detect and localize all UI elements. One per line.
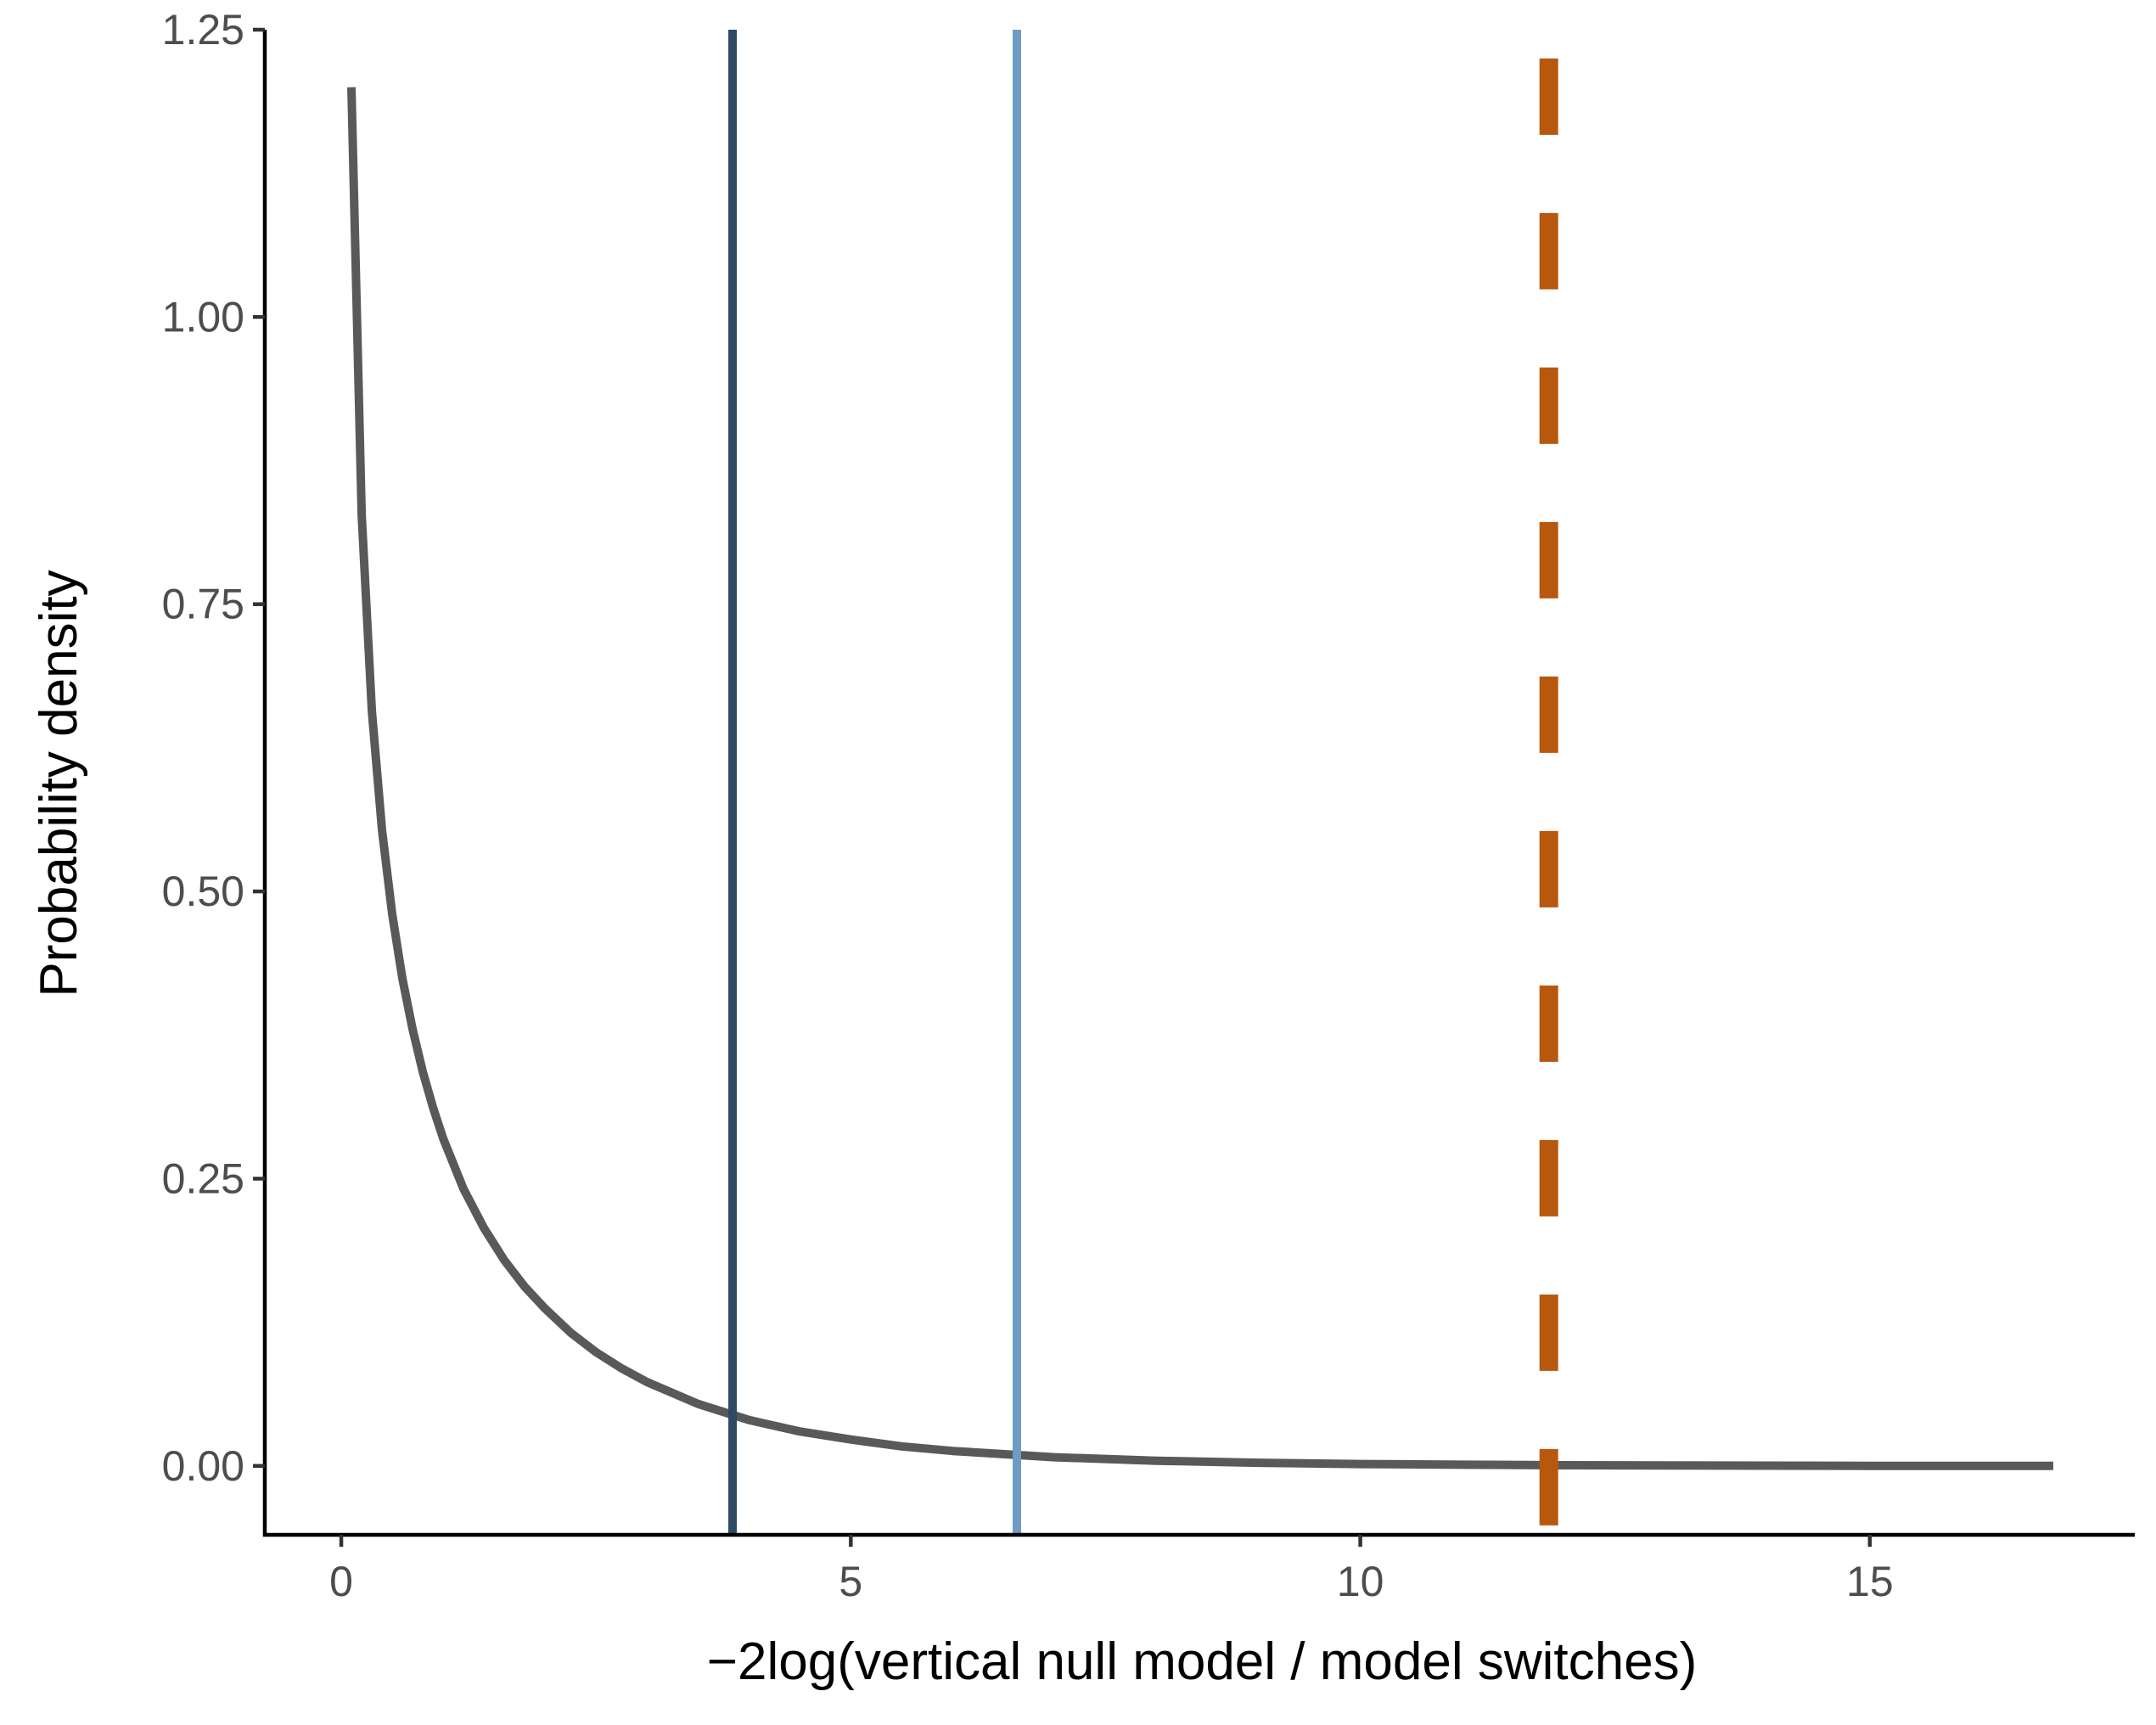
x-tick-label: 10 — [1337, 1558, 1384, 1605]
x-tick-label: 5 — [839, 1558, 862, 1605]
y-axis-title: Probability density — [30, 570, 88, 997]
plot-area — [347, 30, 2054, 1535]
axes: 0.00 0.25 0.50 0.75 1.00 1.25 0 5 10 15 — [162, 6, 2135, 1605]
y-tick-label: 0.25 — [162, 1155, 244, 1202]
y-axis-ticks: 0.00 0.25 0.50 0.75 1.00 1.25 — [162, 6, 265, 1490]
y-tick-label: 0.00 — [162, 1442, 244, 1490]
x-tick-label: 0 — [329, 1558, 353, 1605]
y-tick-label: 0.50 — [162, 868, 244, 915]
x-axis-title: −2log(vertical null model / model switch… — [707, 1632, 1697, 1691]
density-curve — [347, 87, 2054, 1470]
y-tick-label: 0.75 — [162, 581, 244, 628]
x-tick-label: 15 — [1846, 1558, 1894, 1605]
y-tick-label: 1.00 — [162, 293, 244, 340]
x-axis-ticks: 0 5 10 15 — [329, 1535, 1894, 1605]
y-tick-label: 1.25 — [162, 6, 244, 53]
